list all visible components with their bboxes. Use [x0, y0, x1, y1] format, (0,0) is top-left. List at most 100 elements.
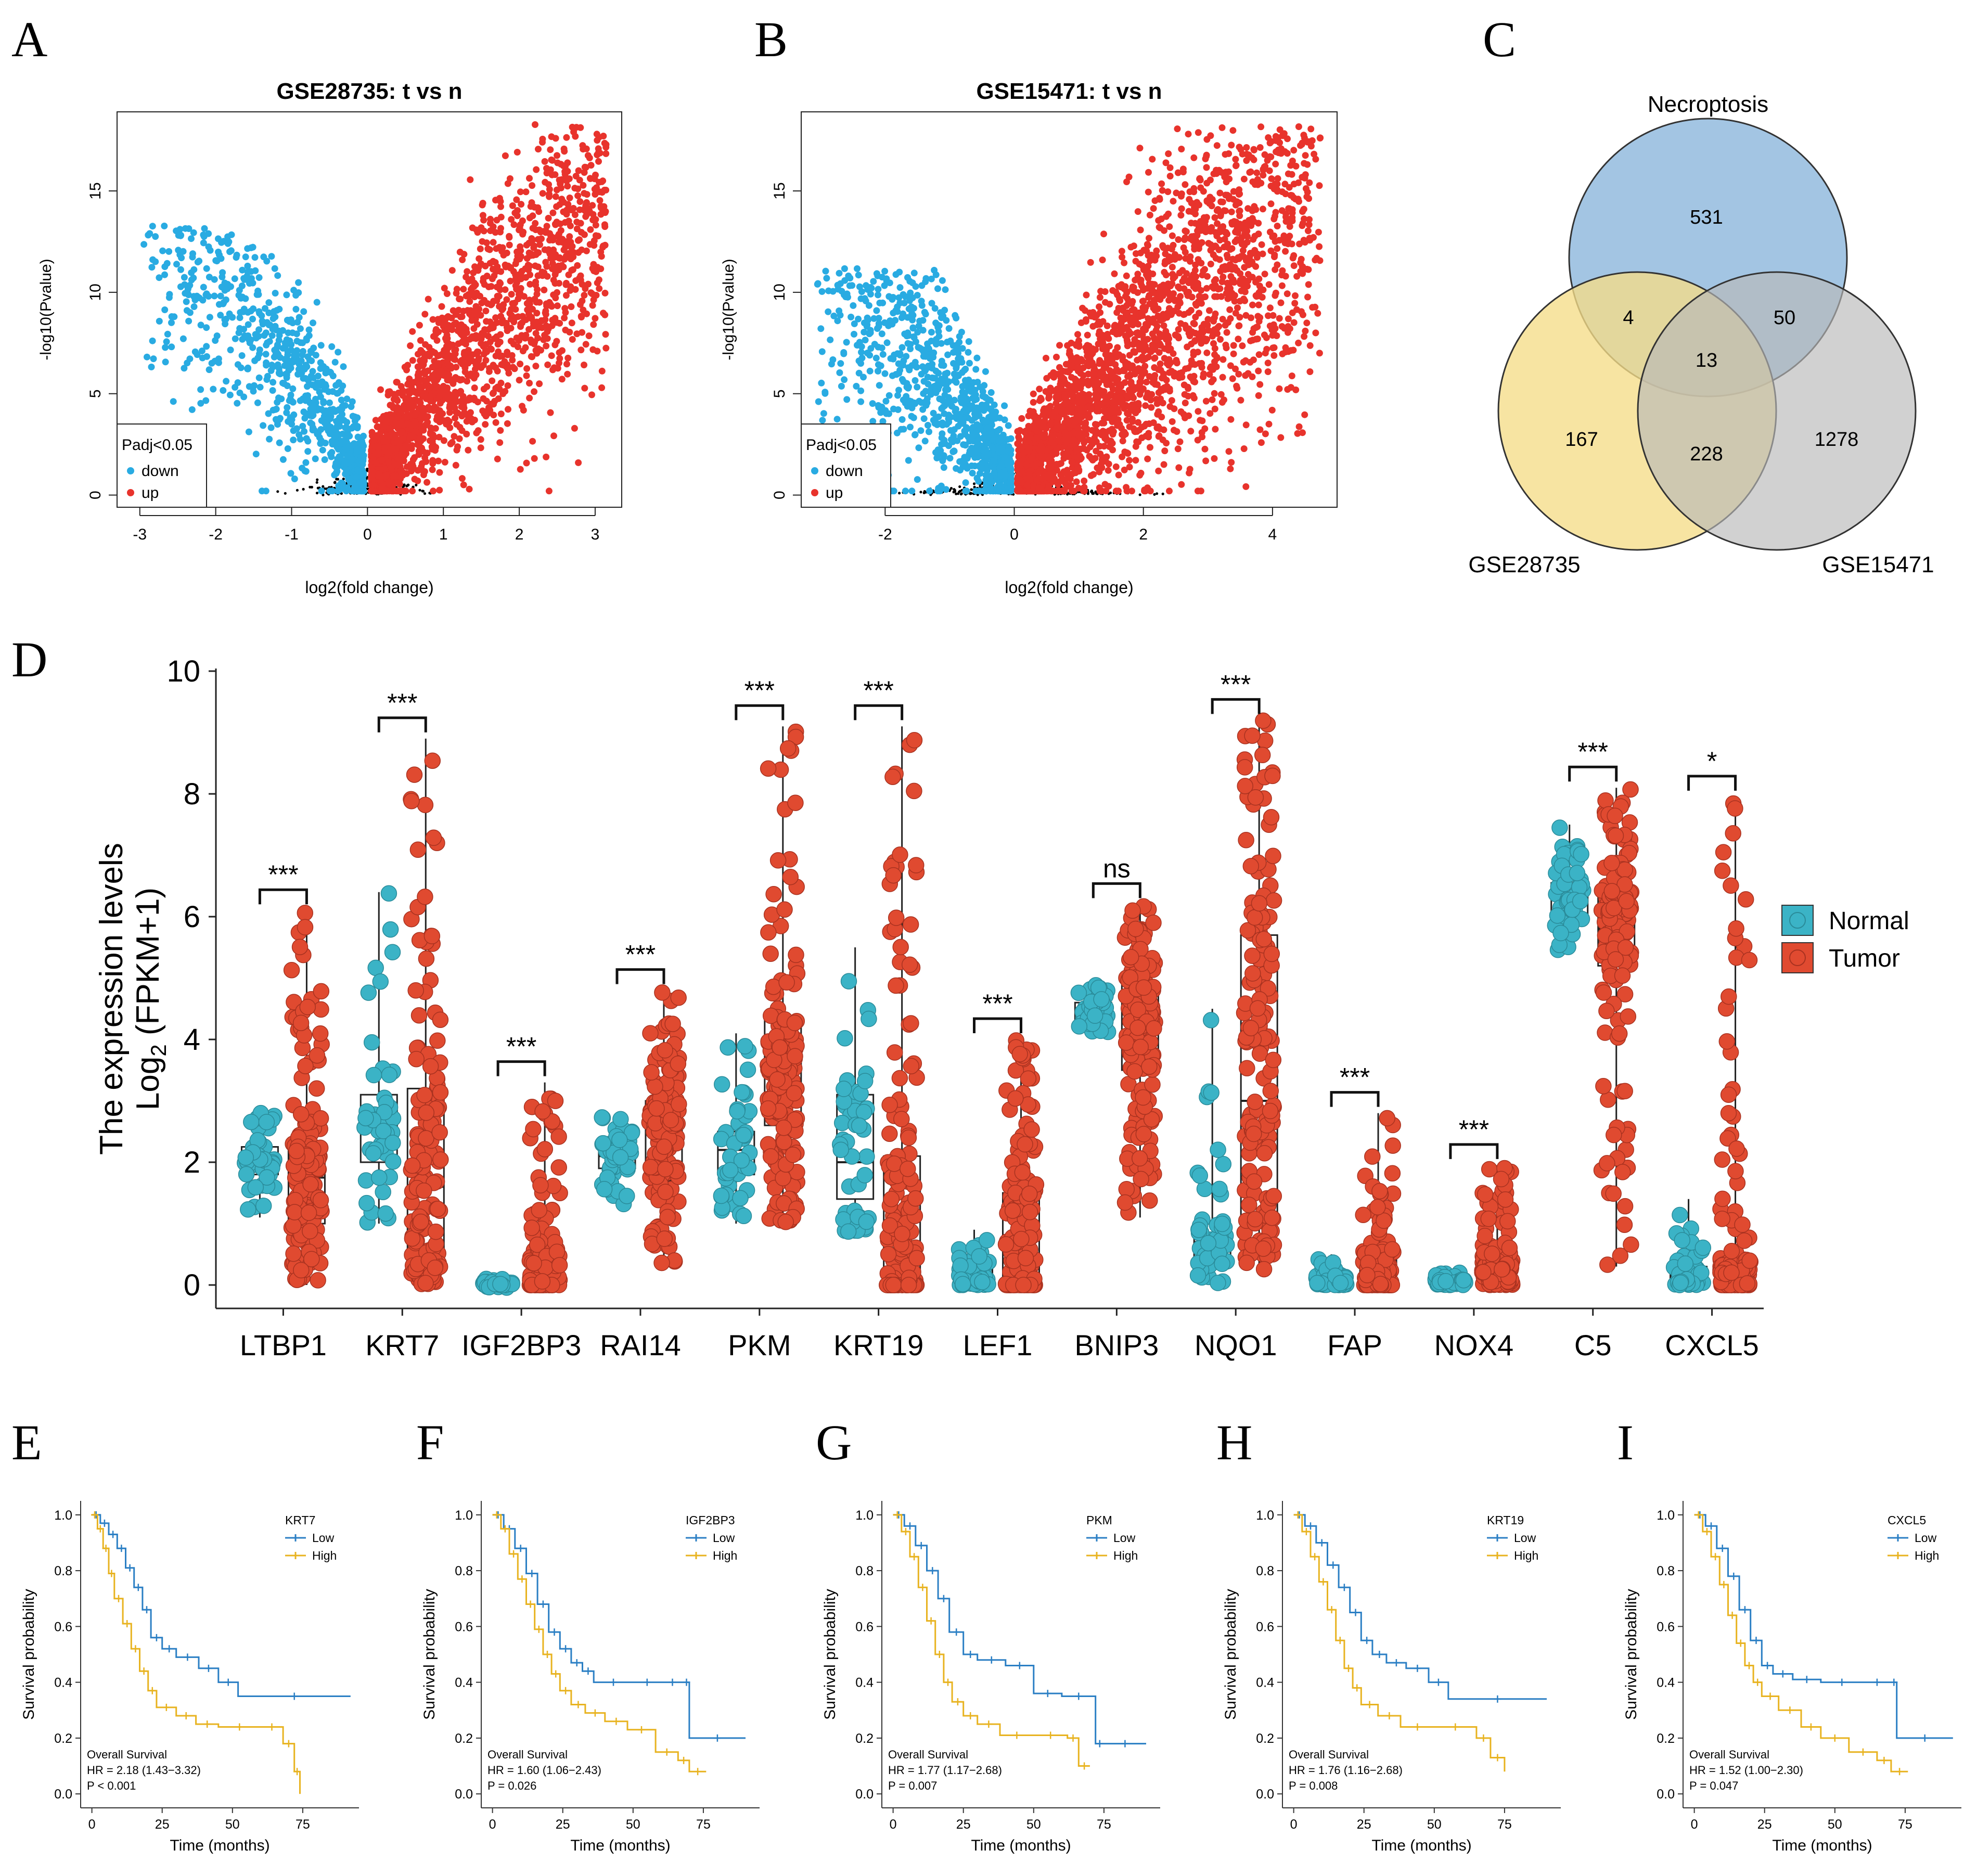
up-point	[518, 201, 525, 208]
down-point	[820, 410, 827, 417]
up-point	[558, 238, 566, 246]
up-point	[546, 250, 554, 258]
down-point	[814, 280, 821, 288]
up-point	[526, 380, 533, 387]
down-point	[935, 328, 942, 335]
up-point	[386, 479, 393, 486]
down-point	[360, 442, 367, 449]
up-point	[497, 410, 505, 418]
down-point	[196, 258, 203, 265]
down-point	[289, 385, 297, 392]
up-point	[452, 461, 459, 469]
up-point	[526, 300, 533, 307]
down-point	[987, 430, 995, 437]
down-point	[148, 363, 155, 370]
up-point	[528, 314, 535, 321]
down-point	[948, 403, 956, 410]
up-point	[529, 212, 536, 220]
up-point	[539, 138, 546, 146]
up-point	[523, 372, 530, 379]
down-point	[275, 327, 283, 335]
down-point	[293, 330, 300, 338]
down-point	[332, 470, 340, 477]
up-point	[598, 367, 606, 375]
x-tick-label: 3	[591, 526, 600, 543]
down-point	[945, 415, 952, 422]
down-point	[164, 330, 171, 338]
up-point	[550, 291, 557, 299]
down-point	[255, 374, 263, 381]
up-point	[543, 322, 550, 329]
up-point	[523, 365, 531, 372]
down-point	[903, 332, 910, 340]
up-point	[1274, 245, 1281, 252]
ns-point	[1109, 491, 1112, 495]
up-point	[557, 179, 564, 186]
up-point	[561, 305, 569, 312]
down-point	[200, 284, 207, 291]
down-point	[987, 474, 994, 482]
down-point	[254, 354, 262, 362]
up-point	[479, 201, 486, 209]
down-point	[194, 293, 201, 301]
panel-label-h: H	[1216, 1415, 1252, 1470]
up-point	[475, 354, 482, 362]
down-point	[297, 435, 304, 443]
up-point	[601, 221, 608, 228]
down-point	[976, 487, 983, 495]
up-point	[493, 333, 500, 340]
up-point	[429, 466, 436, 473]
up-point	[430, 487, 437, 495]
ns-point	[919, 491, 922, 494]
down-point	[352, 487, 358, 495]
up-point	[393, 396, 400, 403]
down-point	[914, 476, 921, 483]
down-point	[269, 387, 276, 394]
x-tick-label: -1	[285, 526, 299, 543]
down-point	[905, 457, 912, 464]
down-point	[292, 305, 300, 313]
down-point	[1005, 459, 1012, 466]
ns-point	[322, 485, 325, 488]
down-point	[869, 400, 876, 407]
down-point	[290, 427, 297, 434]
down-point	[310, 412, 317, 419]
down-point	[898, 416, 906, 423]
x-tick-label: 0	[363, 526, 372, 543]
up-point	[598, 384, 606, 391]
down-point	[259, 317, 266, 325]
down-point	[878, 403, 885, 410]
up-point	[1151, 364, 1158, 371]
ns-point	[322, 493, 325, 497]
up-point	[547, 146, 554, 153]
down-point	[955, 350, 962, 357]
down-point	[343, 395, 351, 403]
up-point	[549, 366, 556, 374]
up-point	[528, 353, 535, 360]
up-point	[526, 175, 533, 182]
down-point	[940, 464, 947, 471]
up-point	[434, 362, 441, 369]
up-point	[585, 280, 592, 288]
down-point	[284, 356, 291, 364]
y-tick-label: 10	[87, 284, 104, 301]
down-point	[272, 416, 279, 423]
down-point	[290, 287, 298, 294]
up-point	[448, 267, 456, 274]
down-point	[920, 415, 928, 422]
down-point	[956, 333, 963, 340]
ns-point	[403, 483, 406, 486]
up-point	[517, 361, 524, 368]
down-point	[904, 274, 911, 281]
down-point	[213, 332, 221, 339]
down-point	[344, 459, 352, 467]
up-point	[1269, 344, 1277, 352]
down-point	[238, 352, 246, 359]
up-point	[419, 467, 427, 474]
down-point	[152, 233, 159, 240]
down-point	[907, 345, 914, 352]
down-point	[848, 313, 855, 320]
up-point	[574, 192, 582, 199]
down-point	[276, 439, 283, 446]
